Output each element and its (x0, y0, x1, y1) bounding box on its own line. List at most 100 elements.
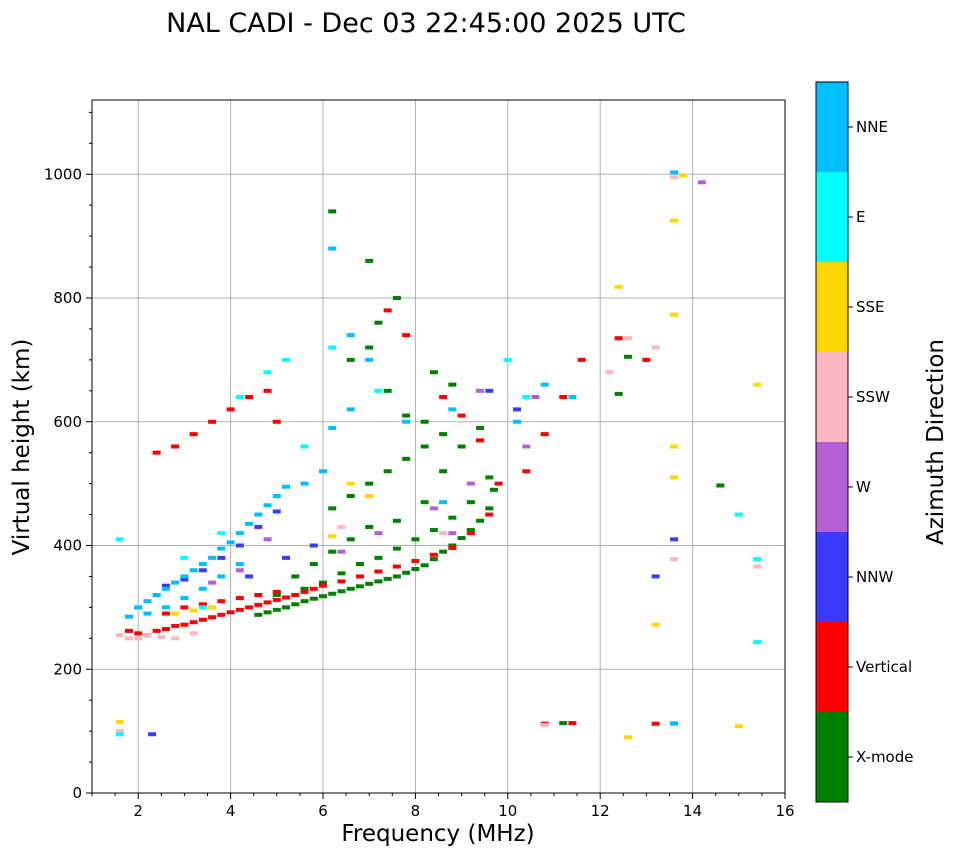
echo-point-xmode (254, 612, 263, 617)
echo-point-vertical (337, 579, 346, 584)
echo-point-w (697, 180, 706, 185)
echo-point-vertical (309, 586, 318, 591)
echo-point-xmode (365, 581, 374, 586)
x-tick-label: 8 (411, 802, 421, 820)
echo-point-e (282, 357, 291, 362)
echo-point-xmode (346, 494, 355, 498)
echo-point-e (374, 388, 383, 393)
echo-point-e (734, 512, 743, 517)
echo-point-vertical (189, 620, 198, 625)
echo-point-xmode (319, 594, 327, 599)
echo-point-vertical (540, 432, 549, 437)
echo-point-sse (623, 735, 632, 740)
echo-point-vertical (171, 444, 180, 449)
x-tick-label: 6 (318, 802, 328, 820)
echo-point-vertical (485, 512, 494, 517)
colorbar-border (815, 81, 849, 803)
y-axis-ticks: 0 200 400 600 800 1000 (44, 111, 92, 802)
echo-point-e (522, 395, 531, 399)
echo-point-nnw (217, 555, 226, 560)
echo-point-vertical (272, 589, 281, 594)
echo-point-xmode (392, 296, 401, 300)
echo-point-nne (152, 593, 161, 597)
echo-point-nne (346, 407, 355, 412)
echo-point-xmode (485, 475, 494, 480)
echo-point-nne (540, 382, 549, 387)
echo-point-xmode (319, 580, 327, 585)
echo-point-nne (171, 580, 180, 585)
echo-point-nne (402, 419, 411, 424)
echo-point-nnw (254, 524, 263, 529)
echo-point-xmode (402, 570, 411, 575)
colorbar-tick-label: NNW (856, 568, 893, 586)
echo-point-xmode (346, 586, 355, 591)
echo-point-vertical (263, 600, 272, 605)
echo-point-nne (328, 246, 337, 251)
echo-point-w (531, 395, 540, 399)
plot-area: 2 4 6 8 10 12 14 16 0 200 400 600 800 1000 (44, 99, 795, 820)
echo-point-vertical (614, 336, 623, 341)
echo-point-sse (171, 611, 180, 616)
echo-point-e (115, 732, 124, 737)
echo-point-xmode (328, 506, 337, 511)
echo-point-sse (679, 173, 688, 178)
colorbar-tick-label: SSE (856, 298, 885, 316)
echo-point-vertical (568, 721, 577, 726)
echo-point-vertical (476, 438, 485, 443)
x-tick-label: 16 (775, 802, 794, 820)
colorbar-tick-label: X-mode (856, 748, 913, 766)
echo-point-xmode (392, 546, 401, 551)
echo-point-sse (670, 475, 679, 480)
echo-point-xmode (420, 419, 429, 424)
echo-point-xmode (346, 537, 355, 542)
echo-point-nne (235, 531, 244, 536)
echo-point-vertical (235, 596, 244, 601)
echo-point-nne (328, 425, 337, 430)
echo-point-nne (226, 540, 235, 545)
echo-point-nnw (651, 574, 660, 579)
echo-point-ssw (189, 631, 198, 636)
echo-point-xmode (355, 562, 364, 567)
chart-title: NAL CADI - Dec 03 22:45:00 2025 UTC (166, 8, 686, 39)
echo-point-vertical (319, 583, 327, 588)
echo-point-w (374, 531, 383, 536)
echo-point-vertical (208, 419, 217, 424)
colorbar-label: Azimuth Direction (923, 339, 949, 545)
x-tick-label: 10 (498, 802, 517, 820)
echo-point-vertical (392, 564, 401, 569)
echo-point-w (466, 481, 475, 486)
echo-point-vertical (235, 607, 244, 612)
echo-point-vertical (263, 388, 272, 393)
echo-point-e (115, 537, 124, 542)
echo-point-xmode (420, 444, 429, 449)
echo-point-vertical (217, 612, 226, 617)
echo-point-ssw (623, 336, 632, 341)
echo-point-xmode (448, 382, 457, 387)
echo-point-xmode (623, 354, 632, 359)
echo-point-ssw (337, 524, 346, 529)
echo-point-xmode (411, 567, 420, 572)
echo-point-nne (448, 407, 457, 412)
echo-point-vertical (466, 531, 475, 536)
echo-point-vertical (272, 419, 281, 424)
echo-point-nnw (235, 543, 244, 548)
echo-point-xmode (457, 536, 466, 541)
echo-point-xmode (716, 483, 725, 488)
echo-point-xmode (374, 320, 383, 325)
echo-point-w (448, 531, 457, 536)
echo-point-vertical (577, 357, 586, 362)
echo-point-e (235, 395, 244, 399)
echo-point-nne (439, 500, 448, 505)
echo-point-xmode (300, 599, 309, 604)
echo-point-xmode (489, 487, 498, 492)
echo-point-xmode (383, 469, 392, 474)
echo-point-sse (734, 724, 743, 729)
echo-point-vertical (161, 627, 170, 632)
x-tick-label: 14 (683, 802, 702, 820)
echo-point-nne (180, 574, 189, 579)
echo-point-xmode (448, 543, 457, 548)
echo-point-nne (282, 484, 291, 489)
echo-point-vertical (429, 552, 438, 557)
echo-point-xmode (337, 589, 346, 594)
